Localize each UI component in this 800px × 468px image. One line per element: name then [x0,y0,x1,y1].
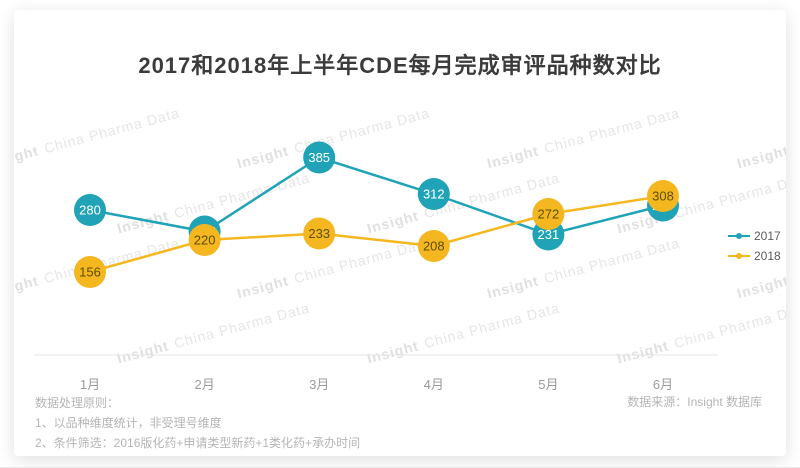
x-tick-label-4: 4月 [424,377,444,392]
data-point-2018-5月 [532,198,565,230]
notes-heading: 数据处理原则： [35,396,120,410]
chart-card: InsightChina Pharma Data InsightChina Pha… [14,10,786,456]
data-point-2017-4月 [417,178,450,210]
legend-label: 2018 [754,249,781,263]
legend-item-2017[interactable]: 2017 [728,229,781,243]
data-label-2018-6月: 308 [652,189,674,204]
chart-legend: 2017 2018 [728,229,781,263]
legend-item-2018[interactable]: 2018 [728,249,781,263]
x-tick-label-6: 6月 [653,377,673,392]
x-tick-label-5: 5月 [538,377,558,392]
line-chart: 1月2月3月4月5月6月2802373853122312891562202332… [34,141,718,392]
data-source: 数据来源：Insight 数据库 [627,395,762,409]
series-line-2018 [89,194,664,274]
data-label-2018-5月: 272 [538,207,560,222]
data-point-2018-2月 [188,224,221,256]
x-tick-label-2: 2月 [194,377,214,392]
data-notes: 数据处理原则： 1、以品种维度统计，非受理号维度 2、条件筛选：2016版化药+… [35,393,360,453]
data-label-2017-5月: 231 [538,227,560,242]
data-point-2018-4月 [417,230,450,262]
data-point-2018-1月 [74,256,106,288]
data-label-2017-3月: 385 [308,150,330,165]
notes-line-2: 2、条件筛选：2016版化药+申请类型新药+1类化药+承办时间 [35,436,361,450]
x-tick-label-3: 3月 [309,377,329,392]
data-label-2018-3月: 233 [308,226,330,241]
data-point-2017-1月 [74,194,106,226]
data-label-2017-4月: 312 [423,187,445,202]
data-point-2018-3月 [303,217,336,250]
data-label-2018-4月: 208 [423,239,445,254]
legend-label: 2017 [754,229,781,243]
series-line-2017 [89,156,664,236]
data-point-2017-3月 [303,141,336,174]
notes-line-1: 1、以品种维度统计，非受理号维度 [35,416,222,430]
data-point-2018-6月 [647,180,679,212]
data-label-2018-1月: 156 [79,265,101,280]
legend-marker-icon [728,233,750,239]
x-tick-label-1: 1月 [80,377,100,392]
data-label-2017-1月: 280 [79,203,101,218]
data-label-2018-2月: 220 [194,233,216,248]
legend-marker-icon [728,253,750,259]
chart-title: 2017和2018年上半年CDE每月完成审评品种数对比 [138,53,662,78]
